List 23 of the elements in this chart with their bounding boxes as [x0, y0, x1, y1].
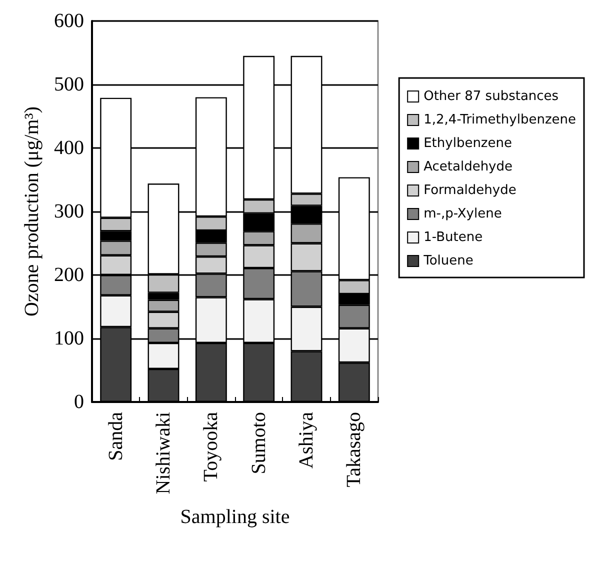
y-tick-label: 300	[54, 200, 84, 222]
y-axis-title: Ozone production (μg/m³)	[21, 106, 43, 316]
x-tick-label: Takasago	[343, 412, 366, 488]
x-tick-label: Sumoto	[248, 412, 270, 474]
legend-label: Ethylbenzene	[424, 136, 512, 151]
y-tick-label: 600	[54, 10, 84, 32]
legend-label: Other 87 substances	[424, 89, 559, 104]
y-tick-label: 400	[54, 137, 84, 159]
legend-label: Formaldehyde	[424, 183, 516, 198]
x-tick-label: Ashiya	[296, 412, 318, 469]
legend-label: 1,2,4-Trimethylbenzene	[424, 112, 576, 128]
x-axis-title: Sampling site	[180, 506, 290, 528]
legend-label: Acetaldehyde	[424, 160, 513, 174]
legend-label: 1-Butene	[424, 230, 483, 245]
x-tick-label: Nishiwaki	[152, 412, 174, 494]
y-tick-label: 500	[54, 74, 84, 96]
legend-label: m-,p-Xylene	[424, 206, 502, 222]
legend-label: Toluene	[422, 254, 474, 268]
x-tick-label: Toyooka	[200, 412, 222, 482]
y-tick-label: 0	[74, 391, 84, 413]
y-tick-label: 100	[54, 328, 84, 350]
x-tick-label: Sanda	[104, 412, 127, 461]
y-tick-label: 200	[54, 264, 84, 286]
